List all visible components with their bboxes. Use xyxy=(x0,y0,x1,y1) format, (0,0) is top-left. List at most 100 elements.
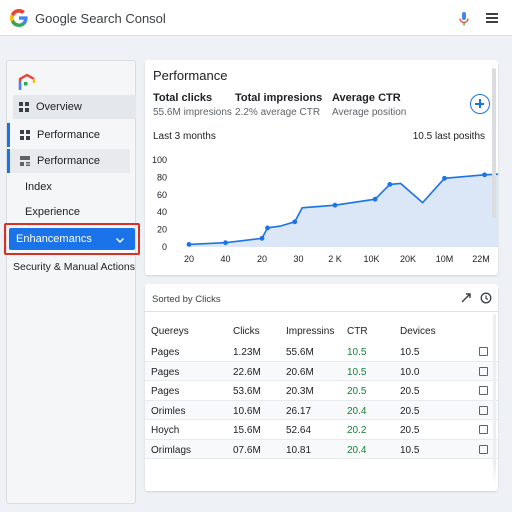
cell-impressions: 55.6M xyxy=(286,347,314,358)
microphone-icon[interactable] xyxy=(459,12,469,26)
data-point xyxy=(442,175,447,181)
cell-query: Pages xyxy=(151,386,180,397)
cell-clicks: 15.6M xyxy=(233,425,261,436)
row-checkbox[interactable] xyxy=(479,366,488,376)
column-header[interactable]: Clicks xyxy=(233,326,260,337)
table-row[interactable]: Hoych 15.6M 52.64 20.2 20.5 xyxy=(145,420,498,440)
y-tick-label: 60 xyxy=(157,190,167,200)
y-tick-label: 80 xyxy=(157,172,167,182)
cell-query: Hoych xyxy=(151,425,180,436)
data-point xyxy=(265,225,270,231)
sidebar-item-enhancements-highlight: Enhancemancs xyxy=(4,223,140,255)
data-point xyxy=(387,182,393,187)
cell-devices: 20.5 xyxy=(400,405,420,417)
metric-total-clicks[interactable]: Total clicks 55.6M impresions xyxy=(153,92,232,118)
cell-impressions: 10.81 xyxy=(286,444,312,456)
y-tick-label: 0 xyxy=(162,242,167,252)
sidebar-item-performance-report[interactable]: Performance xyxy=(7,149,130,173)
scroll-fade xyxy=(145,465,498,491)
performance-chart: 100 80 60 40 20 0 20 40 20 30 2 K 10K 20K 10M 22M xyxy=(152,155,498,264)
cell-devices: 10.5 xyxy=(400,444,420,456)
cell-clicks: 1.23M xyxy=(233,347,261,358)
sidebar-item-experience[interactable]: Experience xyxy=(7,200,130,224)
expand-icon[interactable] xyxy=(460,292,472,304)
performance-card: Performance Total clicks 55.6M impresion… xyxy=(145,60,498,275)
table-row[interactable]: Pages 22.6M 20.6M 10.5 10.0 xyxy=(145,361,498,381)
table-scrollbar[interactable] xyxy=(493,314,496,489)
sidebar-item-label: Performance xyxy=(37,129,100,141)
cell-query: Orimlags xyxy=(151,444,192,456)
cell-query: Pages xyxy=(151,366,180,378)
x-tick-label: 20 xyxy=(257,254,267,264)
table-row[interactable]: Pages 53.6M 20.3M 20.5 20.5 xyxy=(145,381,498,401)
history-icon[interactable] xyxy=(480,292,492,304)
x-tick-label: 2 K xyxy=(328,254,342,264)
app-title: Google Search Consol xyxy=(35,11,166,26)
cell-ctr: 20.4 xyxy=(347,405,367,417)
sort-label[interactable]: Sorted by Clicks xyxy=(152,294,221,305)
row-checkbox[interactable] xyxy=(479,425,488,434)
data-point xyxy=(372,196,378,202)
cell-impressions: 52.64 xyxy=(286,425,312,436)
x-tick-label: 22M xyxy=(472,254,490,264)
cell-clicks: 10.6M xyxy=(233,405,261,417)
cell-devices: 10.0 xyxy=(400,366,420,378)
table-row[interactable]: Pages 1.23M 55.6M 10.5 10.5 xyxy=(145,342,498,362)
sidebar-item-label: Security & Manual Actions xyxy=(13,261,135,273)
metric-sub: Average position xyxy=(332,107,407,118)
sidebar-item-label: Enhancemancs xyxy=(16,233,92,245)
cell-ctr: 20.4 xyxy=(347,444,367,456)
card-title: Performance xyxy=(153,68,228,83)
cell-ctr: 10.5 xyxy=(347,347,367,358)
row-checkbox[interactable] xyxy=(479,444,488,454)
metric-sub: 55.6M impresions xyxy=(153,107,232,118)
hamburger-menu-icon[interactable] xyxy=(486,13,498,23)
row-checkbox[interactable] xyxy=(479,347,488,356)
sidebar-item-label: Index xyxy=(25,181,52,193)
chart-icon xyxy=(20,156,30,166)
column-header[interactable]: CTR xyxy=(347,326,368,337)
cell-impressions: 26.17 xyxy=(286,405,312,417)
series-area xyxy=(189,174,498,247)
x-tick-label: 10K xyxy=(363,254,379,264)
table-row[interactable]: Orimlags 07.6M 10.81 20.4 10.5 xyxy=(145,439,498,459)
cell-devices: 20.5 xyxy=(400,386,420,397)
column-header[interactable]: Devices xyxy=(400,326,436,337)
data-point xyxy=(223,240,228,246)
last-positions-label: 10.5 last posiths xyxy=(412,131,485,142)
sidebar: Overview Performance Performance Index E… xyxy=(4,60,140,504)
column-header[interactable]: Quereys xyxy=(151,326,189,337)
metric-total-impressions[interactable]: Total impresions 2.2% average CTR xyxy=(235,92,322,118)
metric-label: Total impresions xyxy=(235,92,323,104)
data-point xyxy=(482,172,487,178)
x-tick-label: 20K xyxy=(400,254,416,264)
column-header[interactable]: Impressins xyxy=(286,326,335,337)
x-tick-label: 40 xyxy=(220,254,230,264)
cell-ctr: 20.5 xyxy=(347,386,367,397)
add-metric-button[interactable] xyxy=(470,94,490,114)
row-checkbox[interactable] xyxy=(479,386,488,395)
cell-devices: 10.5 xyxy=(400,347,420,358)
sidebar-item-performance[interactable]: Performance xyxy=(7,123,130,147)
data-point xyxy=(186,242,192,247)
data-point xyxy=(292,219,298,225)
sidebar-item-enhancements[interactable]: Enhancemancs xyxy=(9,228,135,250)
sidebar-item-index[interactable]: Index xyxy=(7,175,130,199)
search-console-logo-icon xyxy=(18,73,36,90)
cell-impressions: 20.3M xyxy=(286,386,314,397)
table-row[interactable]: Orimles 10.6M 26.17 20.4 20.5 xyxy=(145,400,498,420)
date-range[interactable]: Last 3 months xyxy=(153,131,216,142)
sidebar-item-overview[interactable]: Overview xyxy=(13,95,136,119)
grid-icon xyxy=(19,102,29,112)
sidebar-item-label: Performance xyxy=(37,155,100,167)
scrollbar[interactable] xyxy=(492,68,496,218)
chevron-down-icon xyxy=(115,237,125,244)
cell-ctr: 10.5 xyxy=(347,366,367,378)
data-point xyxy=(332,202,338,208)
grid-icon xyxy=(20,130,30,140)
row-checkbox[interactable] xyxy=(479,405,488,415)
cell-impressions: 20.6M xyxy=(286,366,314,378)
sidebar-item-label: Overview xyxy=(36,101,82,113)
metric-average-ctr[interactable]: Average CTR Average position xyxy=(332,92,406,118)
sidebar-item-security[interactable]: Security & Manual Actions xyxy=(7,255,135,279)
